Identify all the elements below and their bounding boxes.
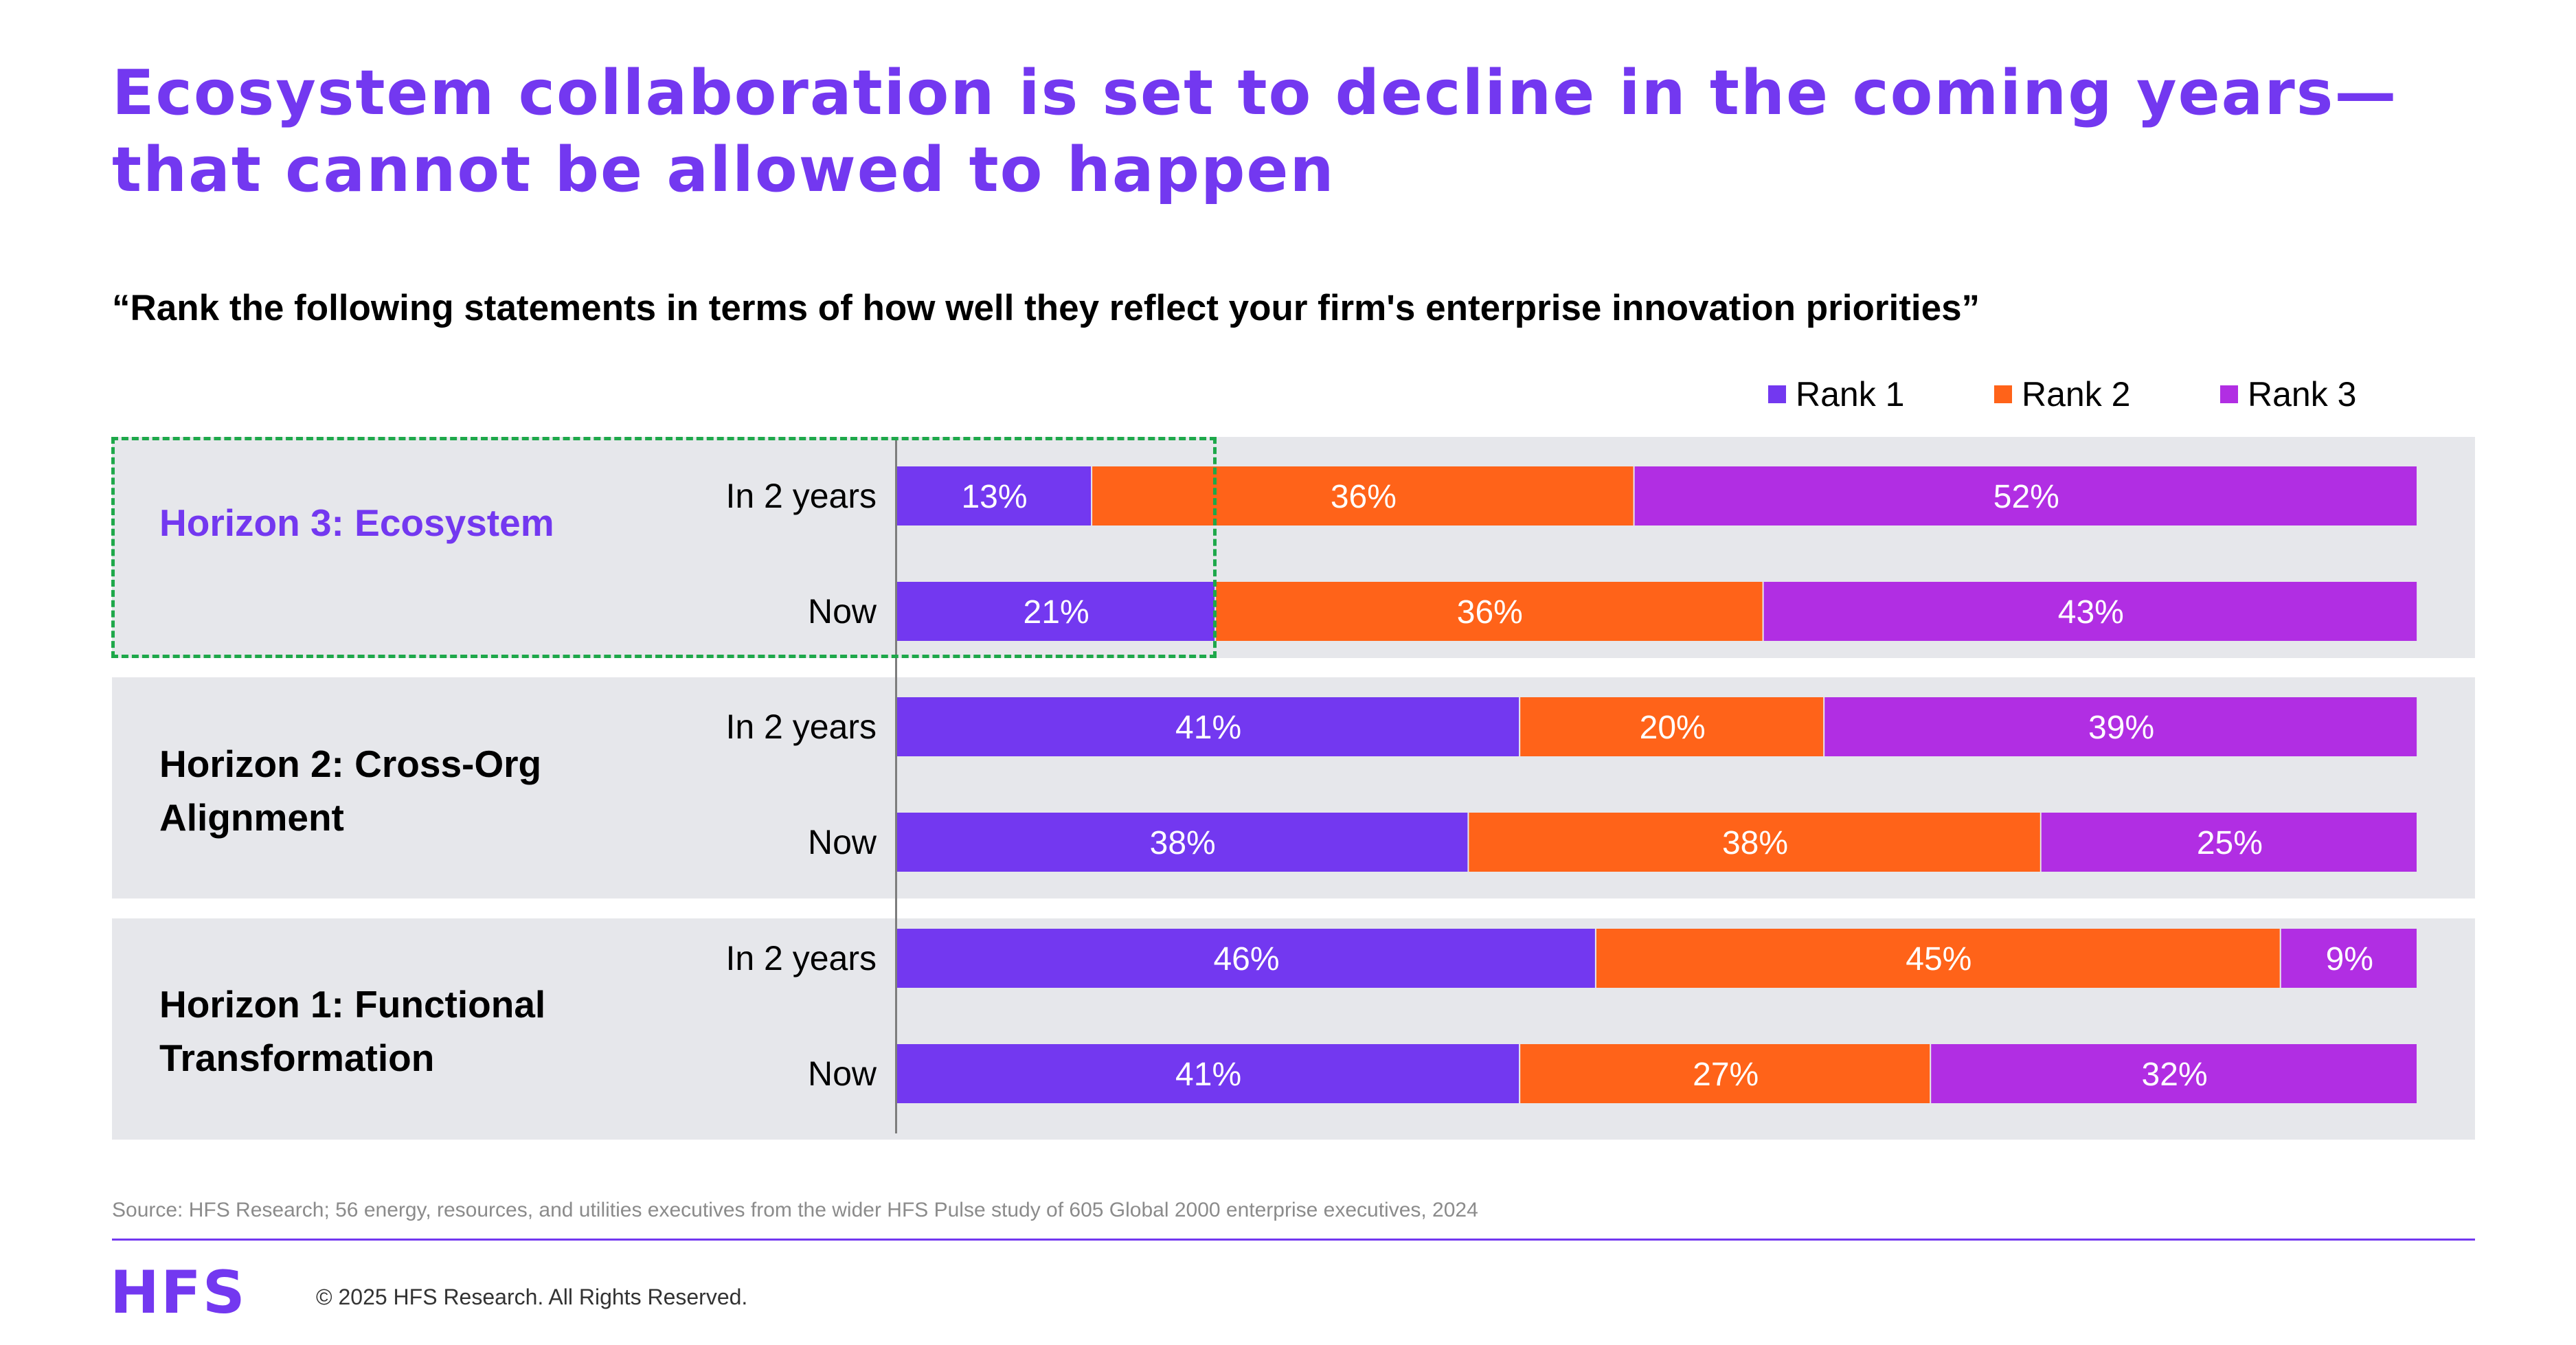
bar-segment-horizon-1-now-rank-3 [1931, 1044, 2417, 1103]
bar-segment-horizon-2-in-2-years-rank-1 [896, 697, 1519, 756]
page-title: Ecosystem collaboration is set to declin… [112, 57, 2398, 206]
data-label-horizon-3-in-2-years-rank-1: 13% [961, 479, 1027, 515]
bar-segment-horizon-2-in-2-years-rank-3 [1824, 697, 2417, 756]
source-note: Source: HFS Research; 56 energy, resourc… [112, 1199, 1478, 1221]
bar-segment-horizon-3-now-rank-3 [1763, 582, 2417, 641]
legend-swatch-rank-1 [1768, 385, 1786, 403]
bar-segment-horizon-1-in-2-years-rank-2 [1596, 929, 2280, 988]
hfs-logo: HFS [110, 1258, 247, 1327]
legend-item-rank-3: Rank 3 [2220, 374, 2356, 414]
category-axis-line [895, 437, 897, 1133]
group-label-horizon-3: Horizon 3: Ecosystem [159, 501, 554, 544]
group-label-horizon-1: Horizon 1: Functional Transformation [159, 983, 546, 1079]
legend-label-rank-3: Rank 3 [2248, 375, 2357, 414]
data-label-horizon-2-in-2-years-rank-1: 41% [1175, 710, 1241, 746]
row-label-horizon-3-now: Now [807, 592, 877, 631]
legend-item-rank-1: Rank 1 [1768, 374, 1904, 414]
legend-label-rank-2: Rank 2 [2022, 375, 2131, 414]
data-label-horizon-1-now-rank-3: 32% [2142, 1056, 2208, 1093]
data-label-horizon-3-now-rank-2: 36% [1457, 594, 1523, 631]
footer-divider [112, 1239, 2475, 1241]
bar-segment-horizon-3-in-2-years-rank-3 [1634, 466, 2417, 525]
row-label-horizon-2-now: Now [807, 823, 877, 861]
data-label-horizon-3-in-2-years-rank-2: 36% [1331, 479, 1397, 515]
data-label-horizon-1-now-rank-2: 27% [1693, 1056, 1759, 1093]
row-label-horizon-3-in-2-years: In 2 years [725, 477, 877, 515]
row-label-horizon-1-in-2-years: In 2 years [725, 939, 877, 977]
bar-segment-horizon-2-now-rank-2 [1469, 813, 2040, 872]
bar-segment-horizon-1-in-2-years-rank-1 [896, 929, 1595, 988]
bar-segment-horizon-3-now-rank-1 [896, 582, 1215, 641]
data-label-horizon-2-in-2-years-rank-3: 39% [2088, 710, 2154, 746]
bar-segment-horizon-1-in-2-years-rank-3 [2281, 929, 2417, 988]
data-label-horizon-2-now-rank-2: 38% [1722, 825, 1788, 861]
data-label-horizon-1-in-2-years-rank-2: 45% [1906, 941, 1971, 977]
row-label-horizon-2-in-2-years: In 2 years [725, 708, 877, 746]
data-label-horizon-3-now-rank-1: 21% [1024, 594, 1089, 631]
bar-segment-horizon-3-in-2-years-rank-2 [1092, 466, 1634, 525]
bar-segment-horizon-1-now-rank-1 [896, 1044, 1519, 1103]
data-label-horizon-2-now-rank-3: 25% [2197, 825, 2263, 861]
data-label-horizon-1-in-2-years-rank-3: 9% [2326, 941, 2373, 977]
group-label-horizon-2: Horizon 2: Cross-Org Alignment [159, 743, 542, 839]
data-label-horizon-3-in-2-years-rank-3: 52% [1993, 479, 2059, 515]
ecosystem-highlight-box [111, 437, 1217, 658]
legend-swatch-rank-3 [2220, 385, 2238, 403]
survey-question: “Rank the following statements in terms … [112, 288, 1980, 328]
legend-label-rank-1: Rank 1 [1796, 375, 1905, 414]
data-label-horizon-1-now-rank-1: 41% [1175, 1056, 1241, 1093]
bar-segment-horizon-3-in-2-years-rank-1 [896, 466, 1092, 525]
row-label-horizon-1-now: Now [807, 1054, 877, 1093]
copyright-text: © 2025 HFS Research. All Rights Reserved… [316, 1285, 748, 1309]
bar-segment-horizon-2-in-2-years-rank-2 [1520, 697, 1824, 756]
bar-segment-horizon-2-now-rank-1 [896, 813, 1468, 872]
bar-segment-horizon-3-now-rank-2 [1216, 582, 1763, 641]
bar-segment-horizon-1-now-rank-2 [1520, 1044, 1930, 1103]
data-label-horizon-2-now-rank-1: 38% [1150, 825, 1216, 861]
data-label-horizon-1-in-2-years-rank-1: 46% [1213, 941, 1279, 977]
legend-swatch-rank-2 [1994, 385, 2012, 403]
legend-item-rank-2: Rank 2 [1994, 374, 2130, 414]
bar-segment-horizon-2-now-rank-3 [2041, 813, 2417, 872]
data-label-horizon-2-in-2-years-rank-2: 20% [1640, 710, 1706, 746]
data-label-horizon-3-now-rank-3: 43% [2058, 594, 2124, 631]
